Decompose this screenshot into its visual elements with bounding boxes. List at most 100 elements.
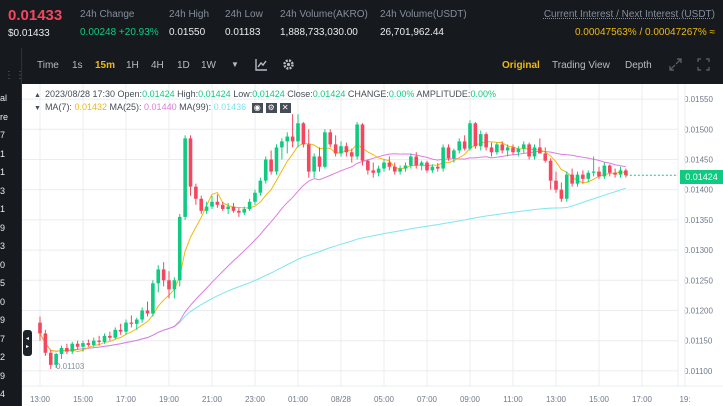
candle-body: [151, 283, 155, 314]
candle-body: [392, 166, 397, 172]
interval-1h[interactable]: 1H: [126, 60, 139, 71]
orderbook-row-fragment: 2: [0, 352, 6, 362]
drag-handle-icon[interactable]: ⋮⋮: [4, 70, 26, 81]
price-chart[interactable]: 0.01550 0.01500 0.01450 0.01400 0.01350 0.013…: [22, 84, 723, 406]
candle-body: [618, 170, 623, 175]
candle-body: [59, 347, 64, 354]
settings-icon[interactable]: ⚙: [265, 102, 277, 113]
candle-body: [91, 340, 96, 345]
orderbook-row-fragment: 0: [0, 259, 6, 270]
fullscreen-icon[interactable]: [696, 58, 710, 72]
collapse-triangle-icon[interactable]: ▼: [34, 105, 41, 112]
candle-body: [333, 144, 338, 154]
orderbook-row-fragment: re: [0, 111, 9, 122]
interest-info[interactable]: Current Interest / Next Interest (USDT) …: [544, 9, 715, 38]
candle-body: [183, 138, 187, 217]
candle-body: [306, 144, 311, 172]
candle-body: [511, 147, 515, 153]
candle-body: [452, 150, 456, 159]
ma7-label: MA(7):: [44, 102, 72, 112]
candle-body: [285, 136, 290, 142]
collapse-triangle-icon[interactable]: ▲: [34, 92, 41, 99]
stat-label: 24h High: [169, 9, 210, 20]
candle-body: [527, 144, 531, 157]
view-depth-tab[interactable]: Depth: [625, 60, 652, 71]
ma25-label: MA(25):: [109, 102, 142, 112]
y-tick-label: 0.01350: [684, 216, 713, 225]
amplitude-value: 0.00%: [470, 89, 496, 99]
interval-15m[interactable]: 15m: [95, 60, 116, 71]
ma99-line: [39, 187, 627, 352]
candle-body: [478, 134, 483, 147]
y-tick-label: 0.01450: [684, 156, 713, 165]
candle-body: [102, 335, 107, 342]
x-tick-label: 15:00: [73, 395, 94, 404]
stat-value: 0.01183: [225, 27, 261, 38]
candle-body: [54, 353, 58, 365]
interval-1w[interactable]: 1W: [201, 60, 216, 71]
eye-icon[interactable]: ◉: [251, 102, 263, 113]
orderbook-row-fragment: 0: [0, 296, 6, 307]
candle-body: [226, 206, 230, 210]
candle-body: [97, 340, 101, 342]
chart-toolbar: Time 1s 15m 1H 4H 1D 1W ▼ Original Tradi…: [22, 55, 723, 79]
orderbook-row-fragment: 3: [0, 185, 6, 196]
candle-body: [220, 204, 225, 210]
candle-body: [258, 180, 263, 193]
view-original-tab[interactable]: Original: [502, 60, 540, 71]
stat-24h-high: 24h High 0.01550: [169, 9, 209, 38]
change-label: CHANGE:: [347, 89, 389, 99]
stat-value: 26,701,962.44: [380, 27, 444, 38]
candle-body: [129, 322, 134, 324]
candle-body: [344, 146, 349, 153]
x-tick-label: 19:: [679, 395, 690, 404]
x-tick-label: 08/28: [331, 395, 352, 404]
candle-body: [301, 123, 306, 145]
expand-icon[interactable]: [668, 58, 682, 72]
gear-icon[interactable]: [281, 58, 295, 72]
candle-body: [500, 144, 505, 151]
x-tick-label: 21:00: [202, 395, 223, 404]
candle-body: [559, 189, 564, 199]
orderbook-row-fragment: 1: [0, 204, 6, 214]
chevron-down-icon[interactable]: ▼: [231, 60, 239, 69]
x-tick-label: 13:00: [546, 395, 567, 404]
y-tick-label: 0.01250: [684, 276, 713, 285]
ticker-header: 0.01433 $0.01433 24h Change 0.00248 +20.…: [0, 0, 723, 48]
candle-body: [242, 209, 247, 213]
candle-body: [489, 147, 494, 153]
candlestick-chart[interactable]: 0.01550 0.01500 0.01450 0.01400 0.01350 0.013…: [22, 84, 723, 406]
interval-1s[interactable]: 1s: [72, 60, 83, 71]
chart-type-icon[interactable]: [254, 58, 268, 72]
current-price-tag: 0.01424: [680, 170, 723, 184]
orderbook-row-fragment: 5: [0, 278, 6, 288]
candle-body: [516, 148, 521, 153]
candle-body: [253, 192, 257, 202]
candle-body: [339, 146, 343, 154]
chart-scroll-handle[interactable]: ◂ ▸: [23, 330, 32, 356]
candle-body: [430, 166, 435, 171]
candle-body: [521, 144, 526, 149]
interval-1d[interactable]: 1D: [177, 60, 190, 71]
candle-body: [548, 160, 553, 181]
candle-body: [65, 347, 69, 352]
candle-body: [118, 329, 123, 332]
candle-body: [624, 170, 628, 176]
interval-4h[interactable]: 4H: [151, 60, 164, 71]
close-icon[interactable]: ✕: [279, 102, 291, 113]
candle-body: [156, 269, 161, 284]
candle-body: [462, 141, 467, 149]
interest-label[interactable]: Current Interest / Next Interest (USDT): [543, 9, 715, 20]
stat-label: 24h Volume(AKRO): [280, 9, 368, 20]
open-label: Open:: [117, 89, 143, 99]
candle-body: [484, 134, 488, 148]
candle-body: [435, 166, 440, 169]
view-trading-view-tab[interactable]: Trading View: [552, 60, 610, 71]
open-value: 0.01424: [142, 89, 175, 99]
candle-body: [586, 172, 591, 179]
candle-body: [237, 210, 241, 213]
candle-body: [441, 147, 445, 169]
stat-label: 24h Change: [80, 9, 135, 20]
candle-body: [113, 329, 118, 338]
candle-body: [134, 319, 139, 324]
